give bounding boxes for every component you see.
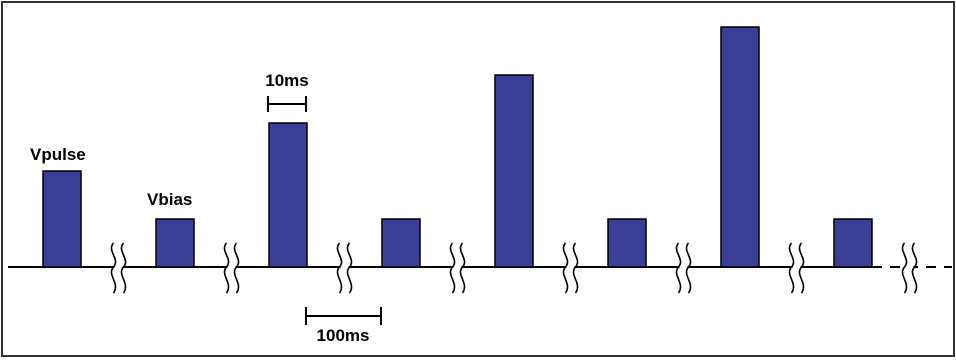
diagram-border	[1, 1, 955, 357]
time-break-marker-6	[675, 242, 692, 294]
pulse-width-marker: 10ms	[265, 71, 309, 112]
vbias-label: Vbias	[147, 190, 192, 209]
period-marker: 100ms	[305, 307, 382, 345]
bias-bar-2	[155, 218, 195, 268]
time-break-marker-5	[562, 242, 579, 294]
bias-bar-6	[607, 218, 647, 268]
pulse-width-label: 10ms	[265, 71, 308, 90]
time-break-marker-1	[110, 242, 127, 294]
vpulse-label: Vpulse	[30, 145, 86, 164]
time-break-marker-3	[336, 242, 353, 294]
bias-bar-8	[833, 218, 873, 268]
time-break-markers	[110, 242, 918, 294]
time-break-marker-4	[449, 242, 466, 294]
pulse-bar-7	[720, 26, 760, 268]
pulse-train	[42, 26, 873, 268]
pulse-bar-1	[42, 170, 82, 268]
time-break-marker-2	[223, 242, 240, 294]
pulse-bar-3	[268, 122, 308, 268]
pulse-bar-5	[494, 74, 534, 268]
bias-bar-4	[381, 218, 421, 268]
time-break-marker-8	[901, 242, 918, 294]
period-label: 100ms	[317, 326, 370, 345]
time-break-marker-7	[788, 242, 805, 294]
